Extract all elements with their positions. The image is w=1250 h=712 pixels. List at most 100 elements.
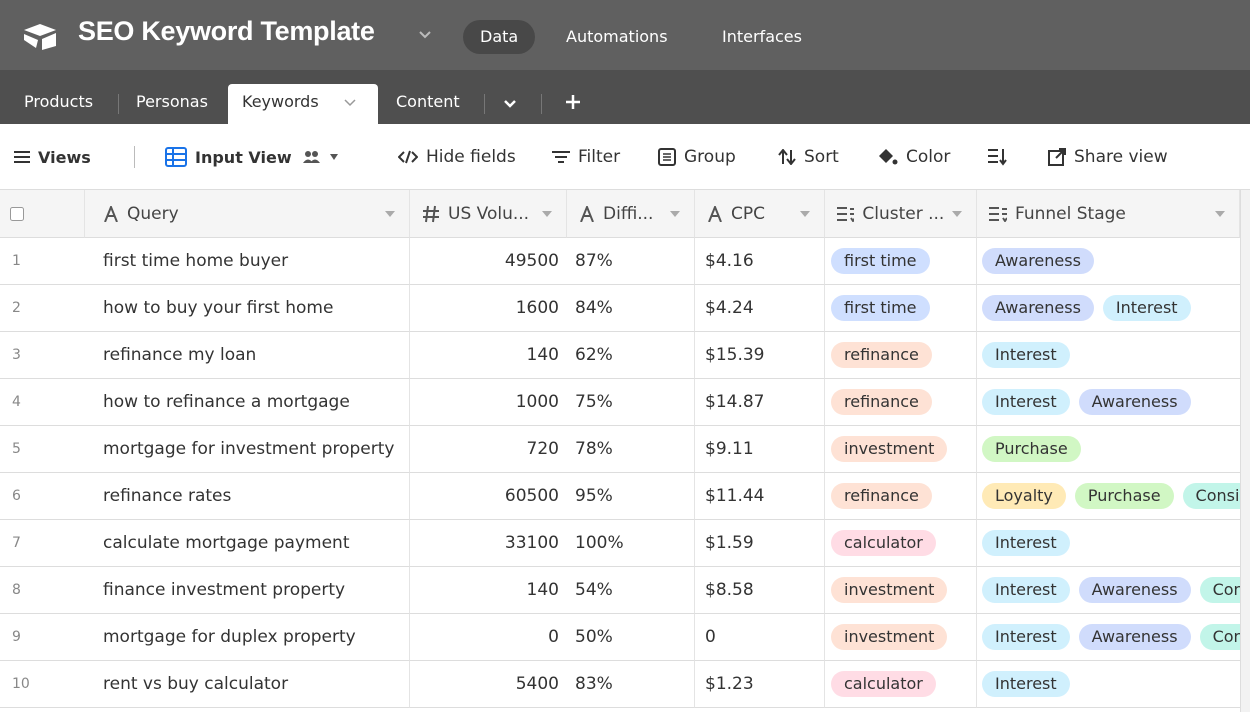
query-cell[interactable]: mortgage for duplex property xyxy=(85,614,410,661)
volume-cell[interactable]: 49500 xyxy=(410,238,567,285)
filter[interactable]: Filter xyxy=(552,144,620,170)
cluster-cell[interactable]: refinance xyxy=(825,332,977,379)
volume-cell[interactable]: 0 xyxy=(410,614,567,661)
cluster-cell[interactable]: refinance xyxy=(825,473,977,520)
difficulty-cell[interactable]: 50% xyxy=(567,614,695,661)
row-number-cell[interactable]: 3 xyxy=(0,332,85,379)
view-switcher[interactable]: Input View xyxy=(165,144,340,170)
row-number-cell[interactable]: 7 xyxy=(0,520,85,567)
group[interactable]: Group xyxy=(658,144,736,170)
nav-automations[interactable]: Automations xyxy=(566,27,668,46)
difficulty-cell[interactable]: 87% xyxy=(567,238,695,285)
query-cell[interactable]: calculate mortgage payment xyxy=(85,520,410,567)
field-menu[interactable] xyxy=(670,210,680,217)
funnel-cell[interactable]: Interest Awareness xyxy=(977,379,1240,426)
row-number-cell[interactable]: 5 xyxy=(0,426,85,473)
column-header[interactable]: Query xyxy=(85,190,410,238)
column-header[interactable]: Diffi... xyxy=(567,190,695,238)
cpc-cell[interactable]: $4.16 xyxy=(695,238,825,285)
title-chevron[interactable] xyxy=(418,30,432,40)
cluster-cell[interactable]: first time xyxy=(825,285,977,332)
row-number-cell[interactable]: 2 xyxy=(0,285,85,332)
volume-cell[interactable]: 140 xyxy=(410,332,567,379)
difficulty-cell[interactable]: 95% xyxy=(567,473,695,520)
funnel-cell[interactable]: Interest xyxy=(977,520,1240,567)
color[interactable]: Color xyxy=(876,144,950,170)
cpc-cell[interactable]: $8.58 xyxy=(695,567,825,614)
query-cell[interactable]: refinance my loan xyxy=(85,332,410,379)
tab[interactable]: Content xyxy=(396,92,460,111)
funnel-cell[interactable]: Interest Awareness Con xyxy=(977,567,1240,614)
nav-data[interactable]: Data xyxy=(463,20,536,54)
more-tabs[interactable] xyxy=(503,99,517,109)
field-menu[interactable] xyxy=(952,210,962,217)
funnel-cell[interactable]: Loyalty Purchase Consi xyxy=(977,473,1240,520)
cpc-cell[interactable]: $11.44 xyxy=(695,473,825,520)
difficulty-cell[interactable]: 100% xyxy=(567,520,695,567)
row-number-cell[interactable]: 9 xyxy=(0,614,85,661)
difficulty-cell[interactable]: 62% xyxy=(567,332,695,379)
difficulty-cell[interactable]: 54% xyxy=(567,567,695,614)
tab-chevron[interactable] xyxy=(344,99,356,107)
row-height[interactable] xyxy=(988,148,1008,166)
difficulty-cell[interactable]: 78% xyxy=(567,426,695,473)
row-number-cell[interactable]: 8 xyxy=(0,567,85,614)
cluster-cell[interactable]: investment xyxy=(825,426,977,473)
add-table[interactable] xyxy=(565,94,581,110)
query-cell[interactable]: how to refinance a mortgage xyxy=(85,379,410,426)
base-title[interactable]: SEO Keyword Template xyxy=(78,16,375,46)
funnel-cell[interactable]: Awareness Interest xyxy=(977,285,1240,332)
field-menu[interactable] xyxy=(385,210,395,217)
row-number-cell[interactable]: 6 xyxy=(0,473,85,520)
hide-fields[interactable]: Hide fields xyxy=(398,144,516,170)
cpc-cell[interactable]: $1.59 xyxy=(695,520,825,567)
cluster-cell[interactable]: calculator xyxy=(825,661,977,708)
volume-cell[interactable]: 33100 xyxy=(410,520,567,567)
field-menu[interactable] xyxy=(1215,210,1225,217)
cpc-cell[interactable]: $15.39 xyxy=(695,332,825,379)
cpc-cell[interactable]: $1.23 xyxy=(695,661,825,708)
query-cell[interactable]: how to buy your first home xyxy=(85,285,410,332)
row-number-cell[interactable]: 10 xyxy=(0,661,85,708)
funnel-cell[interactable]: Interest Awareness Con xyxy=(977,614,1240,661)
tab[interactable]: Personas xyxy=(136,92,208,111)
cluster-cell[interactable]: investment xyxy=(825,614,977,661)
volume-cell[interactable]: 5400 xyxy=(410,661,567,708)
cluster-cell[interactable]: investment xyxy=(825,567,977,614)
tab-active[interactable]: Keywords xyxy=(228,84,378,124)
volume-cell[interactable]: 720 xyxy=(410,426,567,473)
cluster-cell[interactable]: first time xyxy=(825,238,977,285)
cpc-cell[interactable]: 0 xyxy=(695,614,825,661)
views-button[interactable]: Views xyxy=(14,144,91,170)
funnel-cell[interactable]: Awareness xyxy=(977,238,1240,285)
difficulty-cell[interactable]: 75% xyxy=(567,379,695,426)
field-menu[interactable] xyxy=(542,210,552,217)
checkbox[interactable] xyxy=(10,206,24,221)
column-header[interactable]: CPC xyxy=(695,190,825,238)
cpc-cell[interactable]: $14.87 xyxy=(695,379,825,426)
column-header[interactable]: Funnel Stage xyxy=(977,190,1240,238)
share-view[interactable]: Share view xyxy=(1048,144,1168,170)
cluster-cell[interactable]: refinance xyxy=(825,379,977,426)
nav-interfaces[interactable]: Interfaces xyxy=(722,27,802,46)
difficulty-cell[interactable]: 84% xyxy=(567,285,695,332)
field-menu[interactable] xyxy=(800,210,810,217)
volume-cell[interactable]: 60500 xyxy=(410,473,567,520)
funnel-cell[interactable]: Interest xyxy=(977,661,1240,708)
query-cell[interactable]: finance investment property xyxy=(85,567,410,614)
query-cell[interactable]: first time home buyer xyxy=(85,238,410,285)
volume-cell[interactable]: 1000 xyxy=(410,379,567,426)
volume-cell[interactable]: 1600 xyxy=(410,285,567,332)
query-cell[interactable]: refinance rates xyxy=(85,473,410,520)
query-cell[interactable]: mortgage for investment property xyxy=(85,426,410,473)
column-header[interactable]: Cluster ... xyxy=(825,190,977,238)
column-header[interactable]: US Volu... xyxy=(410,190,567,238)
cluster-cell[interactable]: calculator xyxy=(825,520,977,567)
row-number-cell[interactable]: 1 xyxy=(0,238,85,285)
funnel-cell[interactable]: Interest xyxy=(977,332,1240,379)
volume-cell[interactable]: 140 xyxy=(410,567,567,614)
row-number-cell[interactable]: 4 xyxy=(0,379,85,426)
cpc-cell[interactable]: $9.11 xyxy=(695,426,825,473)
funnel-cell[interactable]: Purchase xyxy=(977,426,1240,473)
difficulty-cell[interactable]: 83% xyxy=(567,661,695,708)
